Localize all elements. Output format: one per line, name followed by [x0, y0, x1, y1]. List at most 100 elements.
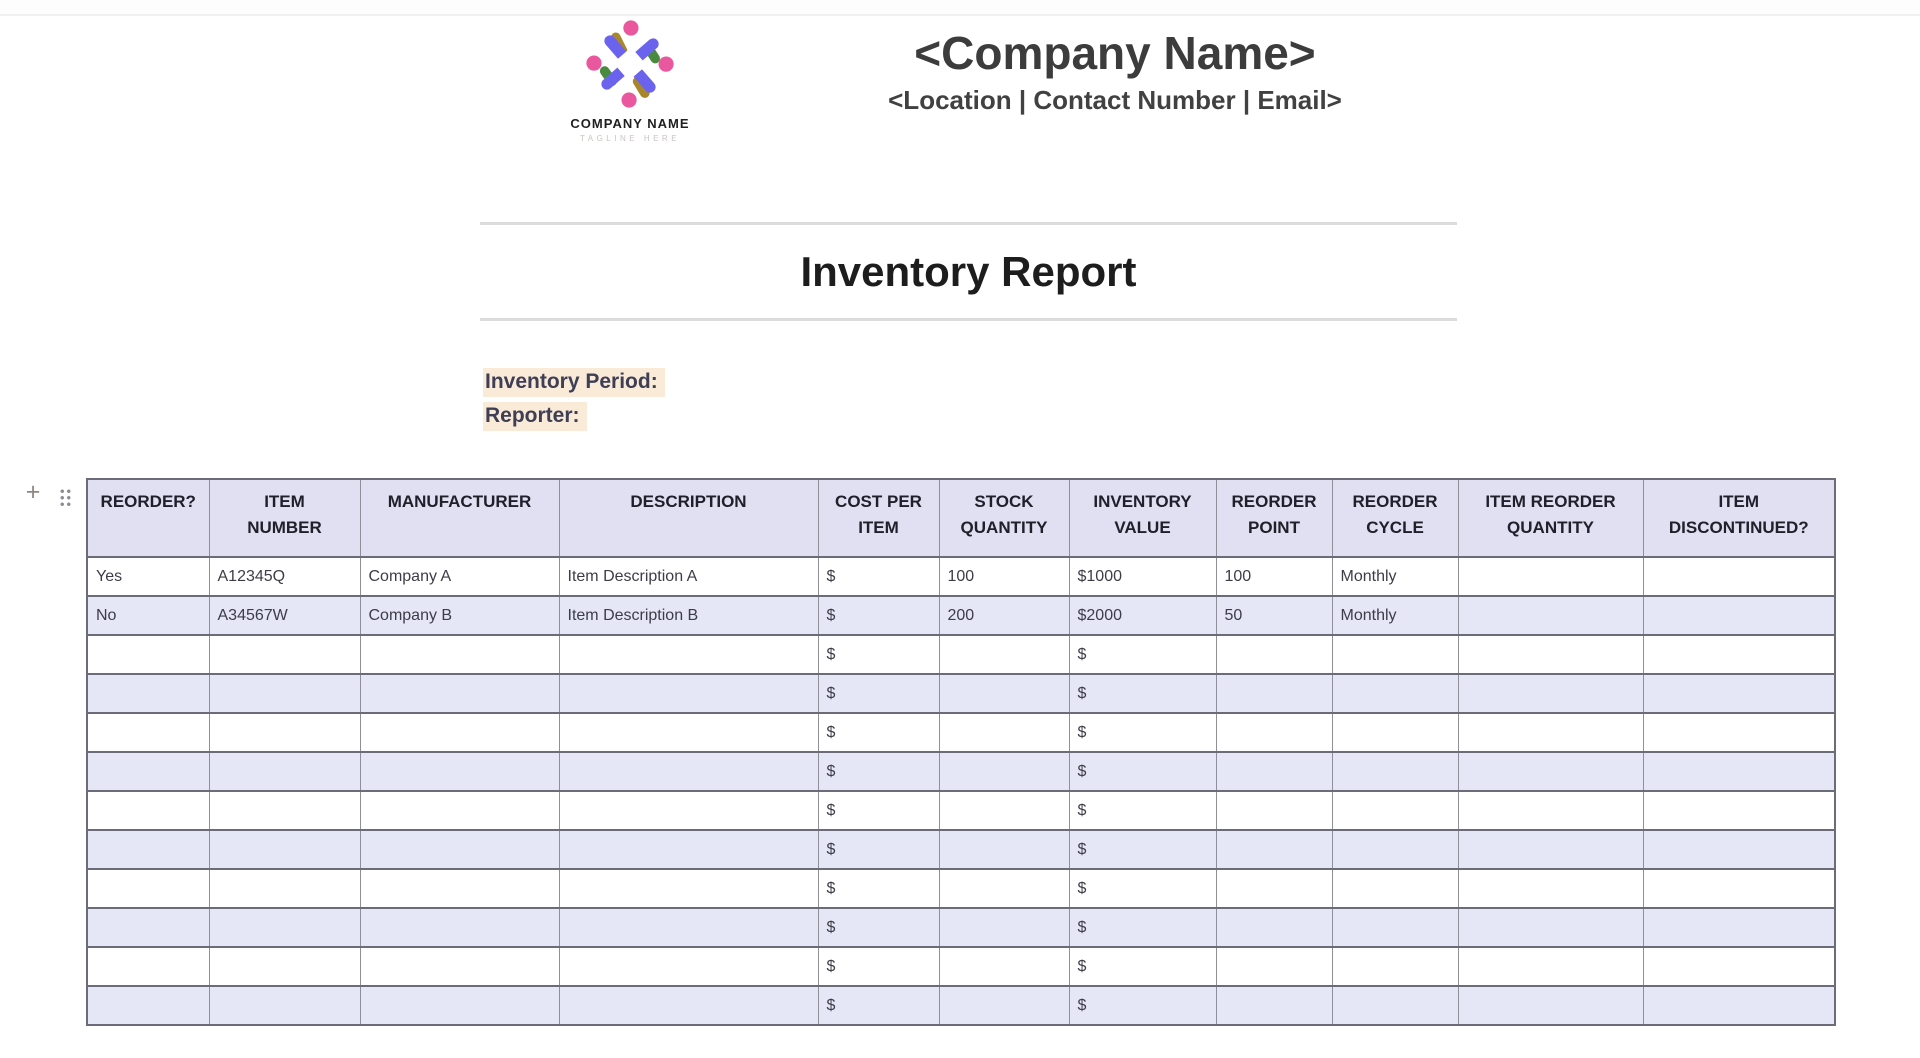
table-cell[interactable] [1457, 713, 1644, 752]
table-cell[interactable]: $ [1068, 908, 1217, 947]
table-cell[interactable] [359, 713, 560, 752]
table-cell[interactable]: No [86, 596, 210, 635]
table-cell[interactable] [208, 713, 361, 752]
table-cell[interactable]: Yes [86, 557, 210, 596]
table-cell[interactable]: $ [1068, 752, 1217, 791]
table-cell[interactable] [208, 752, 361, 791]
table-cell[interactable] [1457, 986, 1644, 1025]
table-cell[interactable] [1642, 947, 1836, 986]
table-cell[interactable] [938, 908, 1070, 947]
table-cell[interactable] [558, 869, 819, 908]
table-cell[interactable]: $ [1068, 869, 1217, 908]
table-cell[interactable] [1331, 791, 1459, 830]
table-cell[interactable] [86, 752, 210, 791]
table-cell[interactable] [86, 830, 210, 869]
table-cell[interactable]: $ [817, 986, 940, 1025]
table-cell[interactable]: $ [1068, 791, 1217, 830]
table-cell[interactable] [1457, 830, 1644, 869]
table-cell[interactable]: $ [817, 908, 940, 947]
table-cell[interactable]: 100 [938, 557, 1070, 596]
table-cell[interactable]: $ [817, 596, 940, 635]
table-cell[interactable] [1642, 986, 1836, 1025]
table-cell[interactable] [1215, 752, 1333, 791]
table-cell[interactable]: Item Description A [558, 557, 819, 596]
table-cell[interactable]: $ [1068, 674, 1217, 713]
table-cell[interactable] [938, 635, 1070, 674]
table-cell[interactable] [938, 713, 1070, 752]
table-cell[interactable] [1642, 557, 1836, 596]
table-cell[interactable] [558, 791, 819, 830]
table-cell[interactable] [1642, 596, 1836, 635]
table-cell[interactable] [208, 830, 361, 869]
table-cell[interactable] [1457, 557, 1644, 596]
table-cell[interactable] [1642, 791, 1836, 830]
table-cell[interactable] [1215, 674, 1333, 713]
table-cell[interactable]: Item Description B [558, 596, 819, 635]
table-cell[interactable] [1331, 674, 1459, 713]
table-cell[interactable] [1642, 674, 1836, 713]
table-cell[interactable] [208, 986, 361, 1025]
column-header[interactable]: ITEM REORDER QUANTITY [1457, 479, 1644, 557]
table-cell[interactable] [1642, 908, 1836, 947]
table-cell[interactable] [1457, 635, 1644, 674]
table-cell[interactable] [86, 674, 210, 713]
table-cell[interactable] [938, 752, 1070, 791]
table-cell[interactable]: Company B [359, 596, 560, 635]
table-cell[interactable] [359, 674, 560, 713]
table-cell[interactable]: $ [817, 791, 940, 830]
column-header[interactable]: COST PER ITEM [817, 479, 940, 557]
table-cell[interactable] [1331, 869, 1459, 908]
table-cell[interactable] [558, 752, 819, 791]
table-cell[interactable] [86, 869, 210, 908]
column-header[interactable]: MANUFACTURER [359, 479, 560, 557]
table-cell[interactable]: 200 [938, 596, 1070, 635]
table-cell[interactable] [359, 986, 560, 1025]
table-cell[interactable] [1331, 713, 1459, 752]
table-cell[interactable] [1215, 830, 1333, 869]
table-cell[interactable] [86, 986, 210, 1025]
table-cell[interactable] [1457, 674, 1644, 713]
table-cell[interactable] [359, 869, 560, 908]
table-cell[interactable]: A12345Q [208, 557, 361, 596]
table-cell[interactable] [1215, 713, 1333, 752]
table-cell[interactable] [1215, 947, 1333, 986]
table-cell[interactable]: $ [1068, 713, 1217, 752]
column-header[interactable]: STOCK QUANTITY [938, 479, 1070, 557]
table-cell[interactable] [359, 752, 560, 791]
table-cell[interactable] [1457, 947, 1644, 986]
table-cell[interactable]: $ [1068, 635, 1217, 674]
column-header[interactable]: REORDER POINT [1215, 479, 1333, 557]
table-cell[interactable]: $ [817, 947, 940, 986]
table-cell[interactable]: $1000 [1068, 557, 1217, 596]
table-cell[interactable]: $ [817, 635, 940, 674]
table-cell[interactable] [558, 908, 819, 947]
column-header[interactable]: INVENTORY VALUE [1068, 479, 1217, 557]
table-cell[interactable]: $ [1068, 830, 1217, 869]
table-cell[interactable] [86, 635, 210, 674]
column-header[interactable]: DESCRIPTION [558, 479, 819, 557]
table-cell[interactable]: 50 [1215, 596, 1333, 635]
table-cell[interactable] [558, 986, 819, 1025]
table-cell[interactable]: Company A [359, 557, 560, 596]
table-cell[interactable] [359, 947, 560, 986]
table-cell[interactable]: $ [817, 752, 940, 791]
column-header[interactable]: REORDER CYCLE [1331, 479, 1459, 557]
table-cell[interactable] [86, 908, 210, 947]
table-cell[interactable]: $ [817, 830, 940, 869]
add-row-icon[interactable]: + [25, 478, 41, 506]
column-header[interactable]: ITEM NUMBER [208, 479, 361, 557]
drag-handle-icon[interactable] [59, 488, 72, 507]
reporter-label[interactable]: Reporter: [483, 402, 587, 431]
table-cell[interactable] [359, 791, 560, 830]
table-cell[interactable] [1457, 908, 1644, 947]
table-cell[interactable] [1331, 986, 1459, 1025]
table-cell[interactable]: A34567W [208, 596, 361, 635]
table-cell[interactable] [938, 830, 1070, 869]
table-cell[interactable]: $ [1068, 947, 1217, 986]
table-cell[interactable]: $ [817, 674, 940, 713]
table-cell[interactable] [1642, 752, 1836, 791]
column-header[interactable]: ITEM DISCONTINUED? [1642, 479, 1836, 557]
table-cell[interactable] [938, 986, 1070, 1025]
table-cell[interactable] [1642, 635, 1836, 674]
table-cell[interactable] [1457, 596, 1644, 635]
